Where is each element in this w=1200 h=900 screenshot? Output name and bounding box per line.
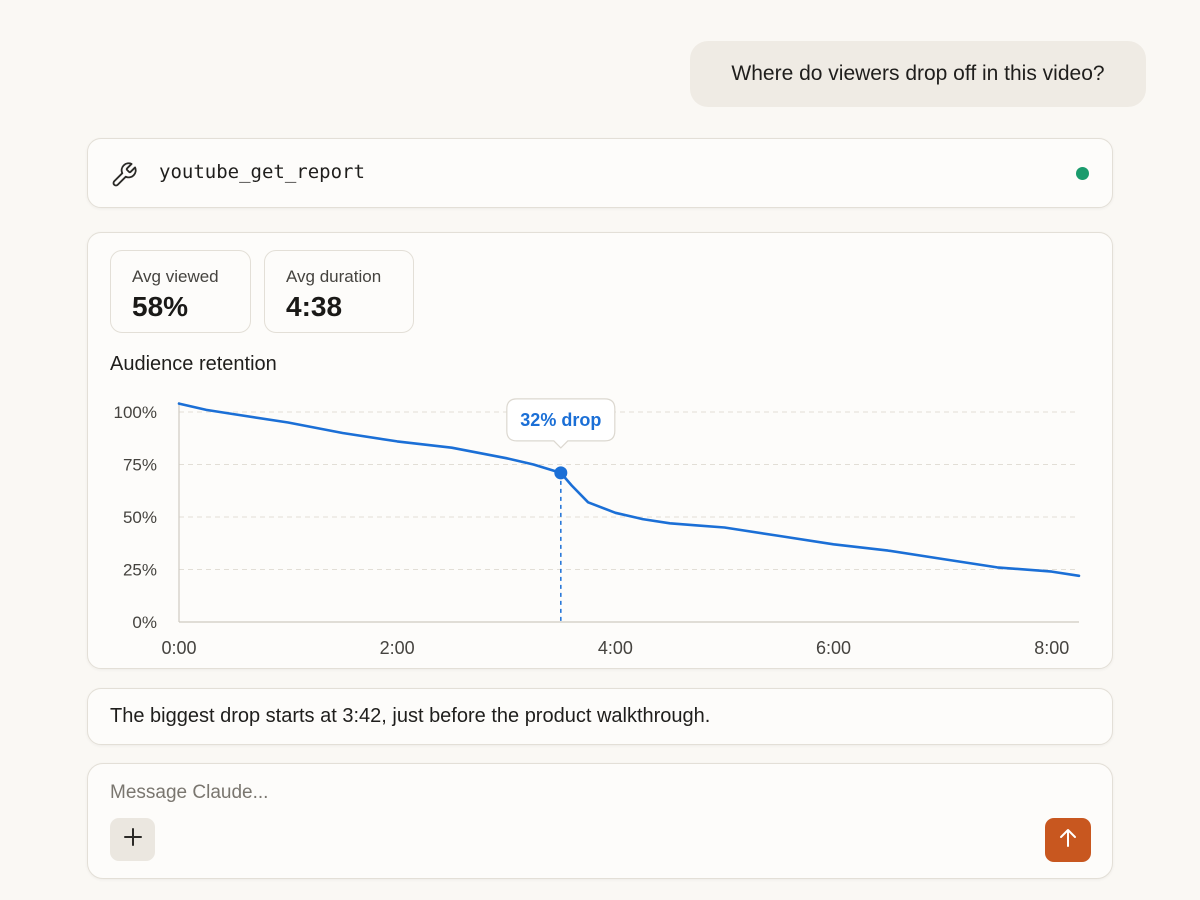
x-tick-label: 0:00: [161, 638, 196, 658]
drop-callout: [506, 398, 616, 449]
wrench-icon: [110, 161, 138, 189]
stat-value: 4:38: [286, 291, 343, 322]
tool-name: youtube_get_report: [159, 161, 365, 183]
user-message-text: Where do viewers drop off in this video?: [731, 62, 1105, 85]
y-tick-label: 0%: [132, 613, 157, 632]
add-button[interactable]: [110, 818, 155, 861]
tool-call-card[interactable]: youtube_get_report: [87, 138, 1113, 208]
stat-value: 58%: [132, 291, 189, 322]
stat-label: Avg viewed: [132, 267, 219, 286]
x-tick-label: 4:00: [598, 638, 633, 658]
x-tick-label: 6:00: [816, 638, 851, 658]
assistant-message-text: The biggest drop starts at 3:42, just be…: [110, 705, 711, 727]
user-message: Where do viewers drop off in this video?: [690, 41, 1146, 107]
retention-chart: 0% 25% 50% 75% 100% 0:00 2:00 4:00 6:00 8:00 32% d…: [114, 398, 1081, 658]
drop-callout-label: 32% drop: [520, 410, 601, 430]
assistant-message: The biggest drop starts at 3:42, just be…: [87, 688, 1113, 745]
y-tick-label: 100%: [114, 403, 157, 422]
stat-avg-duration: Avg duration 4:38: [264, 250, 414, 333]
send-button[interactable]: [1045, 818, 1091, 862]
plus-icon: [122, 826, 144, 853]
retention-line: [177, 402, 1081, 578]
chart-title: Audience retention: [110, 353, 277, 375]
message-input[interactable]: [110, 780, 1010, 806]
x-tick-label: 8:00: [1034, 638, 1069, 658]
status-indicator: [1076, 167, 1089, 180]
y-tick-label: 50%: [123, 508, 157, 527]
x-tick-label: 2:00: [380, 638, 415, 658]
stat-label: Avg duration: [286, 267, 382, 286]
drop-marker-point: [554, 466, 568, 480]
message-composer: [87, 763, 1113, 879]
arrow-up-icon: [1057, 827, 1079, 854]
y-tick-label: 25%: [123, 561, 157, 580]
y-tick-label: 75%: [123, 456, 157, 475]
report-card: Avg viewed 58% Avg duration 4:38 Audienc…: [87, 232, 1113, 669]
stat-avg-viewed: Avg viewed 58%: [110, 250, 251, 333]
